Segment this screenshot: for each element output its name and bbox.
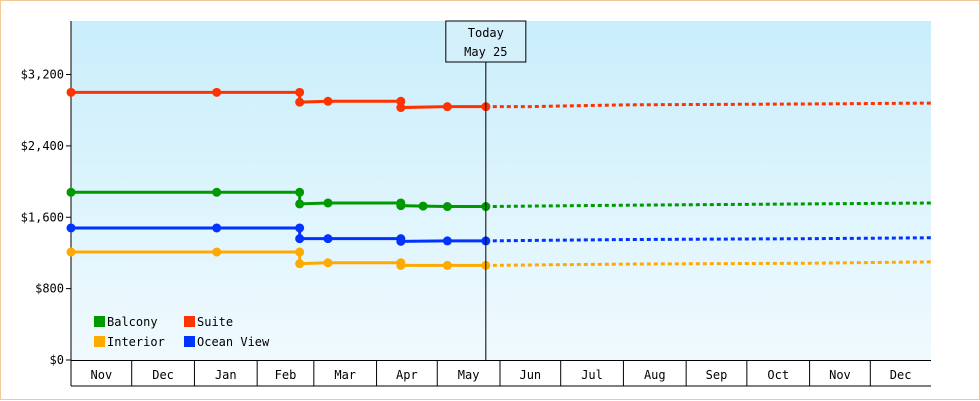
today-date: May 25 [464, 45, 507, 59]
month-label: Mar [334, 368, 356, 382]
today-box [445, 20, 527, 63]
forecast-line-interior [485, 260, 932, 267]
data-point [295, 223, 305, 233]
data-point [323, 234, 333, 244]
series-ocean-view [66, 223, 932, 246]
month-label: Jan [215, 368, 237, 382]
legend-label-ocean-view: Ocean View [197, 335, 270, 349]
data-point [66, 223, 76, 233]
data-point [442, 202, 452, 212]
month-label: Sep [706, 368, 728, 382]
data-point [396, 103, 406, 113]
axes: $0 $800 $1,600 $2,400 $3,200 [21, 21, 931, 386]
month-label: Jun [519, 368, 541, 382]
series-balcony [66, 187, 932, 212]
legend-label-balcony: Balcony [107, 315, 158, 329]
legend-label-suite: Suite [197, 315, 233, 329]
y-tick-label: $1,600 [21, 210, 64, 224]
data-point [295, 187, 305, 197]
data-point [442, 236, 452, 246]
forecast-line-ocean-view [485, 236, 932, 243]
forecast-line-balcony [485, 201, 932, 209]
data-point [295, 97, 305, 107]
data-point [295, 234, 305, 244]
series-layer [66, 87, 932, 270]
data-point [396, 96, 406, 106]
legend-swatch-interior [94, 336, 105, 347]
legend: Balcony Suite Interior Ocean View [94, 315, 270, 349]
plot-background [71, 21, 931, 360]
data-point [442, 102, 452, 112]
y-tick-label: $2,400 [21, 139, 64, 153]
month-label: Feb [275, 368, 297, 382]
data-point [396, 236, 406, 246]
data-point [396, 260, 406, 270]
data-point [212, 187, 222, 197]
today-marker: Today May 25 [445, 20, 527, 360]
month-axis: Nov Dec Jan Feb Mar Apr May Jun Jul Aug Sep Oct Nov D… [71, 360, 931, 387]
data-point [66, 87, 76, 97]
legend-swatch-suite [184, 316, 195, 327]
month-label: Dec [890, 368, 912, 382]
y-tick-label: $3,200 [21, 68, 64, 82]
month-label: Aug [644, 368, 666, 382]
legend-swatch-balcony [94, 316, 105, 327]
month-label: Apr [396, 368, 418, 382]
y-tick-label: $800 [35, 282, 64, 296]
data-point [295, 247, 305, 257]
month-label: Nov [829, 368, 851, 382]
data-point [212, 223, 222, 233]
forecast-line-suite [485, 101, 932, 109]
today-label: Today [468, 26, 504, 40]
data-point [396, 201, 406, 211]
data-point [212, 247, 222, 257]
legend-swatch-ocean-view [184, 336, 195, 347]
data-point [323, 96, 333, 106]
y-tick-label: $0 [50, 353, 64, 367]
month-label: Jul [581, 368, 603, 382]
month-label: Dec [152, 368, 174, 382]
month-label: Oct [767, 368, 789, 382]
data-point [295, 87, 305, 97]
data-point [66, 187, 76, 197]
data-point [66, 247, 76, 257]
series-interior [66, 247, 932, 270]
data-point [442, 260, 452, 270]
legend-label-interior: Interior [107, 335, 165, 349]
month-label: May [458, 368, 480, 382]
data-point [323, 258, 333, 268]
data-point [212, 87, 222, 97]
data-point [295, 259, 305, 269]
series-line-balcony [71, 190, 486, 209]
data-point [418, 201, 428, 211]
month-label: Nov [91, 368, 113, 382]
data-point [295, 199, 305, 209]
series-suite [66, 87, 932, 113]
data-point [323, 198, 333, 208]
